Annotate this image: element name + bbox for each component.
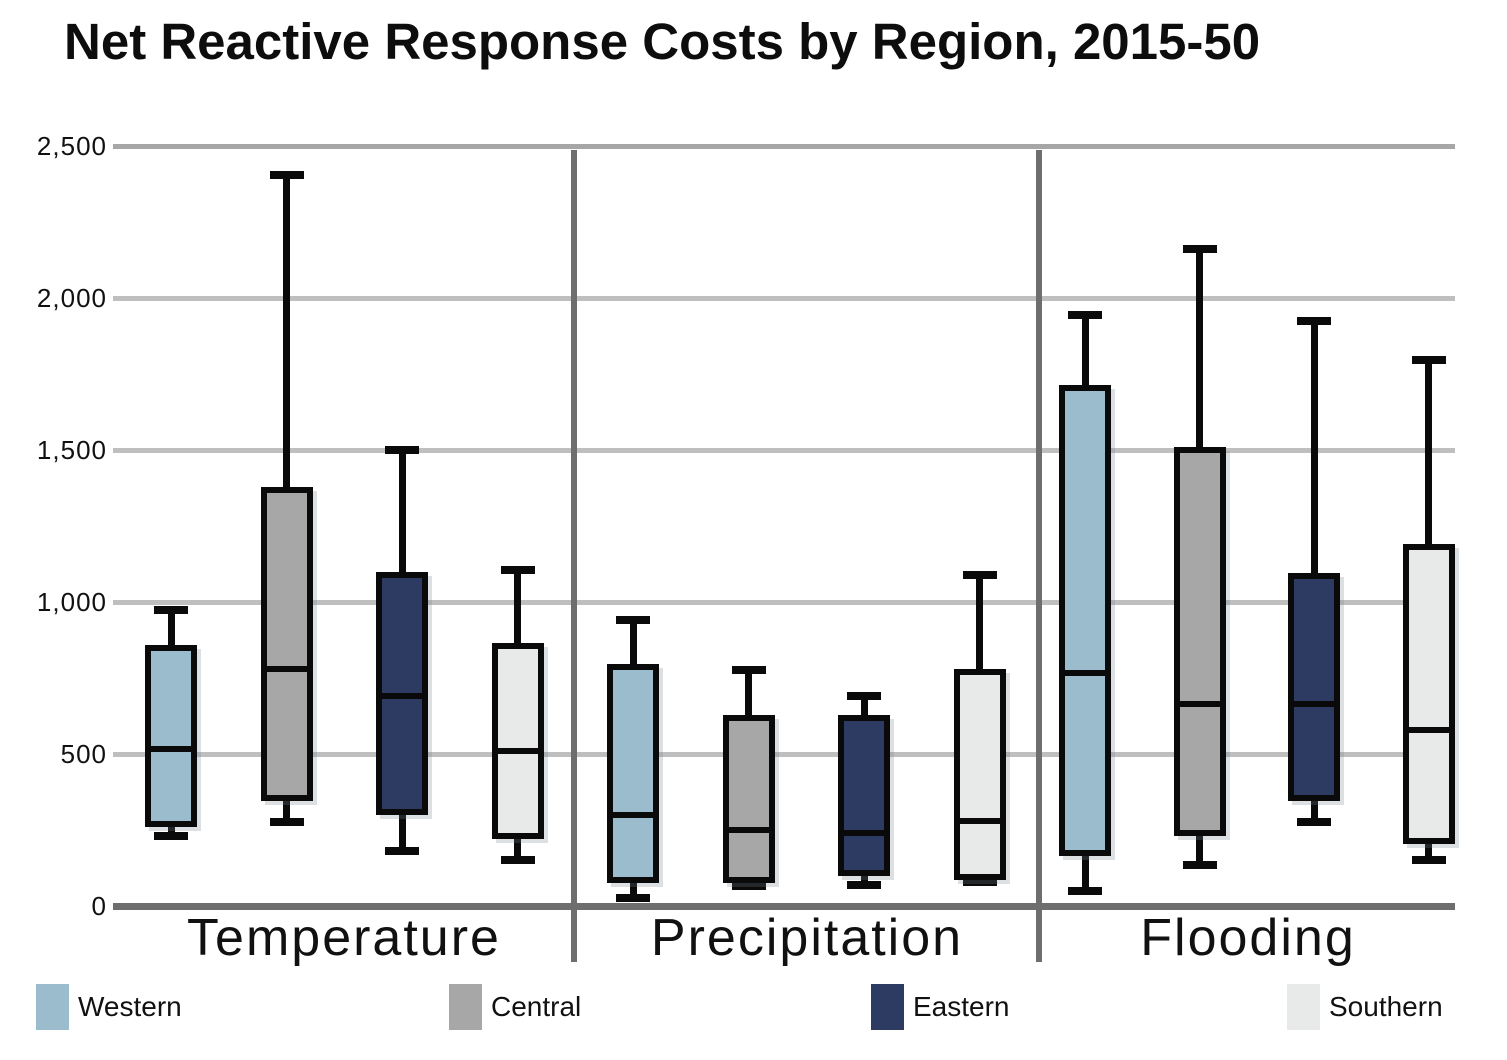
gridline-500 <box>113 751 1455 757</box>
whisker-stem-eastern-flooding <box>1310 320 1318 823</box>
category-label-flooding: Flooding <box>1140 909 1356 967</box>
median-line-eastern-flooding <box>1293 700 1335 707</box>
box-central-precipitation <box>722 714 775 884</box>
southern-legend-label: Southern <box>1329 991 1443 1022</box>
whisker-cap-max-central-temperature <box>269 170 304 179</box>
median-line-central-precipitation <box>727 827 770 833</box>
eastern-legend-swatch <box>871 984 904 1030</box>
y-axis-tick-label: 2,500 <box>36 131 107 161</box>
group-separator-2 <box>1036 150 1042 962</box>
whisker-cap-min-southern-temperature <box>500 856 535 865</box>
category-label-precipitation: Precipitation <box>650 909 964 967</box>
gridline-0 <box>113 902 1455 910</box>
box-western-precipitation <box>607 664 659 884</box>
legend-item-western: Western <box>36 984 286 1030</box>
whisker-cap-min-western-flooding <box>1068 886 1102 895</box>
western-legend-label: Western <box>78 991 182 1022</box>
gridline-1000 <box>113 599 1455 605</box>
whisker-cap-min-southern-precipitation <box>962 877 997 886</box>
central-legend-swatch <box>449 984 482 1030</box>
y-axis-tick-label: 1,000 <box>36 587 107 617</box>
median-line-eastern-temperature <box>381 693 423 700</box>
box-eastern-flooding <box>1288 573 1340 802</box>
gridline-2000 <box>113 295 1455 301</box>
southern-legend-swatch <box>1287 984 1320 1030</box>
whisker-cap-max-western-flooding <box>1068 310 1102 319</box>
median-line-southern-precipitation <box>958 817 1001 824</box>
group-separator-1 <box>571 150 577 962</box>
whisker-cap-max-eastern-flooding <box>1297 316 1331 325</box>
whisker-cap-max-eastern-temperature <box>385 446 419 454</box>
median-line-western-flooding <box>1064 670 1106 677</box>
y-axis-tick-label: 500 <box>60 739 107 769</box>
whisker-cap-max-southern-precipitation <box>962 570 997 579</box>
chart-title: Net Reactive Response Costs by Region, 2… <box>64 13 1261 70</box>
median-line-western-precipitation <box>612 811 654 818</box>
whisker-cap-max-western-precipitation <box>616 616 650 625</box>
whisker-cap-min-eastern-precipitation <box>847 880 881 889</box>
eastern-legend-label: Eastern <box>913 991 1010 1022</box>
box-central-flooding <box>1173 447 1226 837</box>
box-southern-temperature <box>491 643 544 840</box>
median-line-central-temperature <box>265 665 308 672</box>
legend-item-eastern: Eastern <box>871 984 1121 1030</box>
whisker-cap-min-central-temperature <box>269 818 304 827</box>
whisker-cap-max-central-flooding <box>1182 245 1217 254</box>
box-southern-precipitation <box>953 668 1006 881</box>
y-axis-tick-label: 2,000 <box>36 283 107 313</box>
whisker-cap-min-eastern-temperature <box>385 847 419 856</box>
median-line-eastern-precipitation <box>843 830 885 837</box>
western-legend-swatch <box>36 984 69 1030</box>
box-eastern-precipitation <box>838 714 890 876</box>
box-eastern-temperature <box>376 571 428 815</box>
box-western-temperature <box>145 644 197 827</box>
legend-item-central: Central <box>449 984 699 1030</box>
gridline-1500 <box>113 447 1455 453</box>
y-axis-tick-label: 0 <box>91 891 107 921</box>
whisker-cap-max-eastern-precipitation <box>847 692 881 701</box>
category-label-temperature: Temperature <box>187 909 501 967</box>
median-line-southern-temperature <box>496 747 539 754</box>
whisker-cap-min-western-precipitation <box>616 894 650 903</box>
whisker-cap-min-eastern-flooding <box>1297 818 1331 827</box>
whisker-cap-max-central-precipitation <box>731 666 766 675</box>
whisker-cap-min-southern-flooding <box>1411 856 1446 865</box>
y-axis-tick-label: 1,500 <box>36 435 107 465</box>
whisker-cap-min-western-temperature <box>154 832 188 841</box>
whisker-cap-max-southern-flooding <box>1411 356 1446 365</box>
whisker-cap-max-southern-temperature <box>500 566 535 575</box>
central-legend-label: Central <box>491 991 582 1022</box>
whisker-cap-min-central-precipitation <box>731 882 766 891</box>
box-southern-flooding <box>1402 544 1455 844</box>
whisker-cap-min-central-flooding <box>1182 860 1217 869</box>
whisker-cap-max-western-temperature <box>154 605 188 614</box>
median-line-western-temperature <box>150 746 192 753</box>
gridline-2500 <box>113 143 1455 149</box>
box-western-flooding <box>1059 384 1111 856</box>
median-line-southern-flooding <box>1407 726 1450 733</box>
legend-item-southern: Southern <box>1287 984 1507 1030</box>
box-central-temperature <box>260 486 313 802</box>
median-line-central-flooding <box>1178 700 1221 707</box>
